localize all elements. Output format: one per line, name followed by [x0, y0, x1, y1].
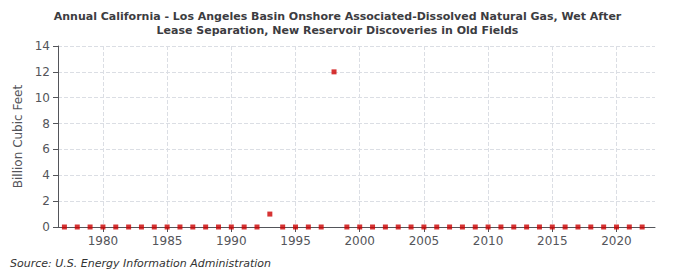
svg-text:8: 8: [42, 117, 50, 131]
svg-text:4: 4: [42, 168, 50, 182]
svg-text:Billion Cubic Feet: Billion Cubic Feet: [11, 85, 25, 189]
svg-text:2005: 2005: [409, 234, 440, 248]
svg-text:1985: 1985: [152, 234, 183, 248]
svg-text:2015: 2015: [537, 234, 568, 248]
svg-text:Annual California - Los Angele: Annual California - Los Angeles Basin On…: [54, 10, 622, 23]
svg-text:2000: 2000: [344, 234, 375, 248]
svg-text:Lease Separation, New Reservoi: Lease Separation, New Reservoir Discover…: [157, 24, 519, 37]
svg-text:Source: U.S. Energy Informatio: Source: U.S. Energy Information Administ…: [10, 257, 271, 270]
svg-text:2020: 2020: [601, 234, 632, 248]
svg-text:10: 10: [35, 91, 50, 105]
svg-text:0: 0: [42, 220, 50, 234]
svg-text:2010: 2010: [473, 234, 504, 248]
svg-text:2: 2: [42, 194, 50, 208]
svg-text:1995: 1995: [280, 234, 311, 248]
svg-text:1980: 1980: [88, 234, 119, 248]
svg-text:14: 14: [35, 39, 50, 53]
svg-text:6: 6: [42, 142, 50, 156]
svg-text:12: 12: [35, 65, 50, 79]
svg-text:1990: 1990: [216, 234, 247, 248]
